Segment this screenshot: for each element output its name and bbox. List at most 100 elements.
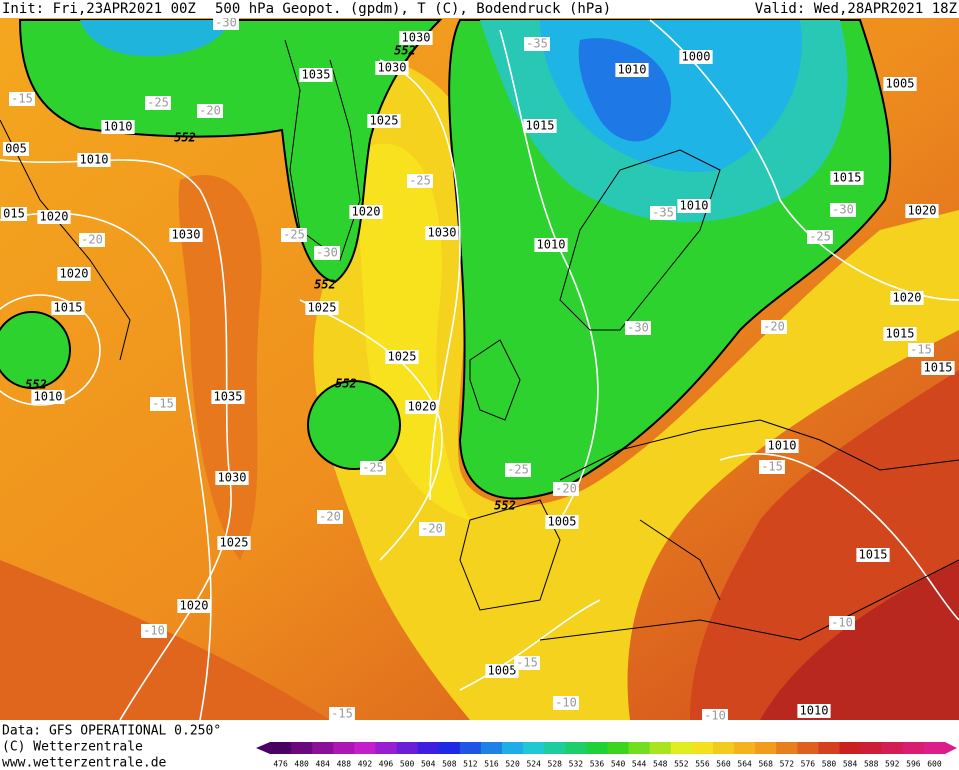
pressure-label: 1010 [80, 153, 109, 167]
colorbar-swatch [438, 742, 461, 754]
contour-label: 552 [314, 278, 336, 292]
colorbar-swatch [565, 742, 587, 754]
colorbar-label: 560 [716, 760, 731, 769]
label-box [317, 510, 343, 524]
colorbar-label: 600 [927, 760, 942, 769]
contour-label: 552 [494, 499, 516, 513]
isobars [0, 19, 959, 721]
temperature-label: -30 [832, 203, 854, 217]
colorbar-swatch [881, 742, 904, 754]
label-box [921, 361, 955, 375]
temperature-label: -20 [421, 522, 443, 536]
temperature-label: -15 [910, 343, 932, 357]
pressure-label: 1020 [893, 291, 922, 305]
colorbar-swatch [480, 742, 503, 754]
label-box [211, 390, 245, 404]
temperature-label: -20 [81, 233, 103, 247]
pressure-label: 1015 [924, 361, 953, 375]
colorbar: 476 480 484 488 492 496 500 504 508 512 516 520 524 5… [256, 742, 957, 769]
temperature-label: -35 [526, 37, 548, 51]
label-box [625, 321, 651, 335]
temperature-label: -20 [199, 104, 221, 118]
label-box [169, 228, 203, 242]
pressure-label: 1015 [526, 119, 555, 133]
label-box [217, 536, 251, 550]
colorbar-swatch [312, 742, 334, 754]
label-box [9, 92, 35, 106]
pressure-label: 1030 [428, 226, 457, 240]
colorbar-label: 576 [801, 760, 816, 769]
pressure-label: 1015 [859, 548, 888, 562]
temperature-label: -10 [143, 624, 165, 638]
colorbar-swatch [755, 742, 777, 754]
colorbar-swatch [396, 742, 419, 754]
pressure-label: 1030 [218, 471, 247, 485]
temperature-label: -10 [704, 709, 726, 723]
coastline [459, 499, 561, 611]
colorbar-swatch [797, 742, 819, 754]
pressure-label: 1020 [60, 267, 89, 281]
label-box [405, 400, 439, 414]
label-box [101, 120, 135, 134]
colorbar-label: 572 [780, 760, 795, 769]
pressure-label: 1025 [220, 536, 249, 550]
label-box [145, 96, 171, 110]
pressure-label: 1015 [886, 327, 915, 341]
colorbar-label: 500 [400, 760, 415, 769]
label-box [299, 68, 333, 82]
contour-label: 552 [394, 44, 416, 58]
pressure-label: 1030 [172, 228, 201, 242]
colorbar-label: 556 [695, 760, 710, 769]
label-box [524, 37, 550, 51]
label-box [1, 207, 27, 221]
label-box [765, 439, 799, 453]
colorbar-swatch [691, 742, 714, 754]
colorbar-swatch [502, 742, 524, 754]
pressure-label: 1035 [214, 390, 243, 404]
init-time: Init: Fri,23APR2021 00Z [2, 1, 196, 17]
temperature-label: -20 [319, 510, 341, 524]
colorbar-swatch [776, 742, 798, 754]
label-box [425, 226, 459, 240]
colorbar-label: 504 [421, 760, 436, 769]
label-box [485, 664, 519, 678]
colorbar-label: 480 [294, 760, 309, 769]
pressure-label: 1005 [886, 77, 915, 91]
pressure-label: 1000 [682, 50, 711, 64]
label-box [856, 548, 890, 562]
label-box [150, 397, 176, 411]
pressure-label: 1035 [302, 68, 331, 82]
pressure-label: 1015 [54, 301, 83, 315]
pressure-label: 1010 [618, 63, 647, 77]
colorbar-swatch [333, 742, 355, 754]
colorbar-swatch [544, 742, 566, 754]
label-box [51, 301, 85, 315]
pressure-label: 1010 [768, 439, 797, 453]
label-box [830, 171, 864, 185]
isobar [459, 599, 601, 691]
label-box [305, 301, 339, 315]
colorbar-label: 524 [526, 760, 541, 769]
label-box [360, 461, 386, 475]
pressure-label: 1020 [180, 599, 209, 613]
colorbar-label: 568 [758, 760, 773, 769]
temperature-label: -25 [409, 174, 431, 188]
colorbar-label: 544 [632, 760, 647, 769]
temperature-label: -15 [331, 707, 353, 721]
colorbar-label: 528 [548, 760, 563, 769]
isobar [0, 212, 212, 721]
colorbar-end [256, 742, 270, 754]
pressure-label: 1010 [104, 120, 133, 134]
colorbar-label: 540 [611, 760, 626, 769]
map-labels: 1030 1035 1030 1010 1000 1005 1010 005 1010 1025 1… [1, 16, 955, 723]
coastline [0, 119, 131, 361]
colorbar-label: 592 [885, 760, 900, 769]
pressure-label: 1005 [548, 515, 577, 529]
label-box [702, 709, 728, 723]
colorbar-label: 536 [590, 760, 605, 769]
temperature-label: -10 [555, 696, 577, 710]
pressure-label: 1030 [402, 31, 431, 45]
isobar [379, 59, 461, 501]
